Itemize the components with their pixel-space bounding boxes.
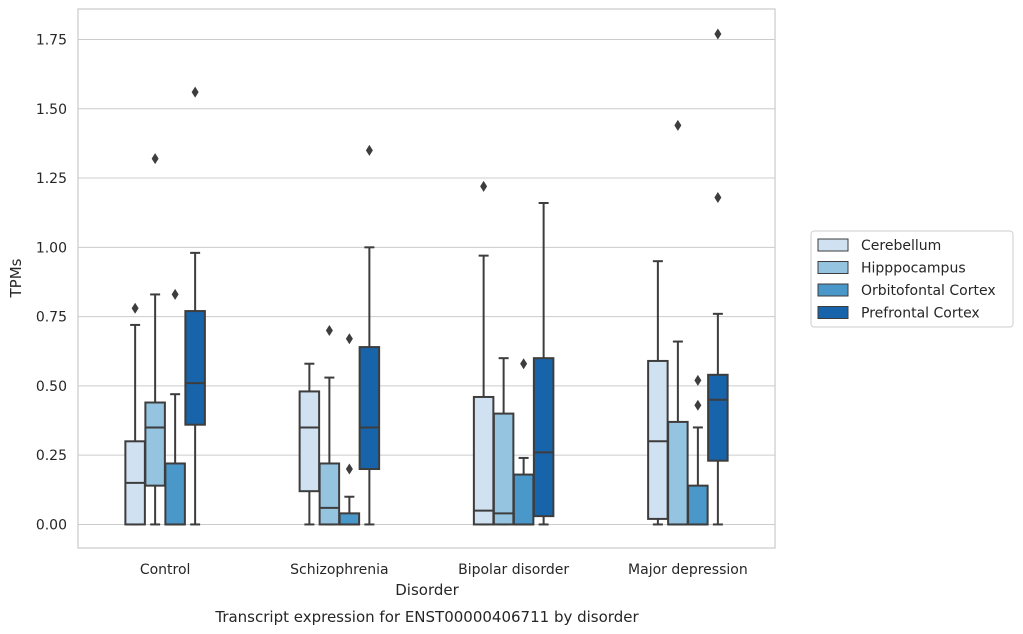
legend-swatch	[817, 283, 849, 297]
box-body	[492, 412, 515, 526]
box-body	[707, 373, 729, 462]
outlier-point	[694, 399, 702, 411]
box-cerebellum-control	[124, 302, 146, 526]
box-orbitofontal-cortex-schizophrenia	[338, 333, 361, 526]
x-tick-label: Control	[140, 562, 191, 578]
box-orbitofontal-cortex-control	[164, 288, 186, 526]
y-tick-label: 0.00	[36, 517, 67, 533]
box-orbitofontal-cortex-bipolar-disorder	[512, 358, 535, 526]
x-tick-label: Schizophrenia	[290, 562, 388, 578]
outlier-point	[365, 144, 373, 156]
box-body	[358, 346, 381, 471]
outlier-point	[151, 153, 159, 165]
box-prefrontal-cortex-bipolar-disorder	[532, 201, 555, 526]
y-tick-label: 1.00	[36, 240, 67, 256]
y-tick-label: 1.50	[36, 102, 67, 118]
legend-label: Hipppocampus	[861, 261, 966, 277]
box-body	[687, 484, 709, 526]
y-tick-label: 0.50	[36, 379, 67, 395]
box-body	[512, 473, 535, 526]
legend-frame	[810, 230, 1014, 328]
outlier-point	[674, 119, 682, 131]
box-orbitofontal-cortex-major-depression	[687, 374, 709, 526]
outlier-point	[325, 324, 333, 336]
box-hipppocampus-control	[144, 153, 166, 526]
box-cerebellum-major-depression	[647, 260, 669, 526]
box-cerebellum-schizophrenia	[298, 362, 321, 526]
figure-caption: Transcript expression for ENST0000040671…	[214, 608, 639, 626]
plot-frame	[77, 8, 776, 549]
box-body	[144, 401, 166, 487]
box-body	[667, 420, 689, 526]
outlier-point	[520, 358, 528, 370]
box-body	[647, 359, 669, 520]
outlier-point	[694, 374, 702, 386]
box-body	[298, 390, 321, 493]
x-axis-label: Disorder	[395, 581, 459, 599]
outlier-point	[171, 288, 179, 300]
y-tick-label: 1.75	[36, 32, 67, 48]
box-body	[472, 395, 495, 526]
box-body	[338, 512, 361, 526]
outlier-point	[714, 28, 722, 40]
box-hipppocampus-bipolar-disorder	[492, 357, 515, 526]
legend-swatch	[817, 238, 849, 252]
x-tick-label: Major depression	[628, 562, 748, 578]
outlier-point	[191, 86, 199, 98]
box-prefrontal-cortex-major-depression	[707, 28, 729, 526]
box-body	[184, 310, 206, 426]
x-tick-label: Bipolar disorder	[458, 562, 569, 578]
y-tick-label: 1.25	[36, 171, 67, 187]
outlier-point	[345, 333, 353, 345]
outlier-point	[714, 191, 722, 203]
box-body	[532, 357, 555, 518]
legend: Cerebellum Hipppocampus Orbitofontal Corte…	[810, 230, 1014, 328]
legend-label: Orbitofontal Cortex	[861, 283, 996, 299]
outlier-point	[345, 463, 353, 475]
outlier-point	[480, 180, 488, 192]
legend-swatch	[817, 306, 849, 319]
boxes-layer	[124, 28, 729, 526]
box-body	[164, 462, 186, 526]
box-hipppocampus-schizophrenia	[318, 324, 341, 526]
axes-layer: 0.00 0.25 0.50 0.75 1.00 1.25 1.50 1.75 Control S…	[36, 32, 748, 578]
outlier-point	[131, 302, 139, 314]
legend-label: Prefrontal Cortex	[861, 306, 980, 322]
y-axis-label: TPMs	[7, 258, 25, 298]
box-cerebellum-bipolar-disorder	[472, 180, 495, 526]
box-hipppocampus-major-depression	[667, 119, 689, 526]
y-tick-label: 0.75	[36, 310, 67, 326]
legend-swatch	[817, 261, 849, 274]
box-body	[318, 462, 341, 526]
box-prefrontal-cortex-schizophrenia	[358, 144, 381, 526]
y-tick-label: 0.25	[36, 448, 67, 464]
legend-label: Cerebellum	[861, 238, 941, 254]
box-prefrontal-cortex-control	[184, 86, 206, 526]
